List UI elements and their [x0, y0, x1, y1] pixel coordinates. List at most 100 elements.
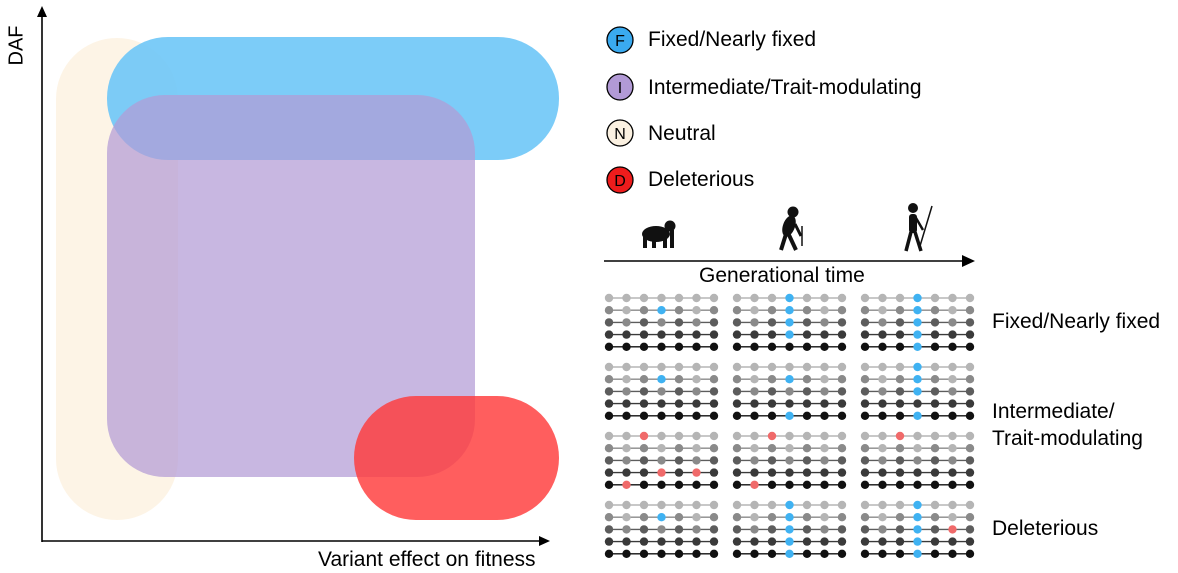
individual-dot: [604, 330, 614, 339]
individual-dot: [657, 342, 666, 351]
individual-dot: [674, 480, 684, 489]
individual-dot: [930, 318, 940, 327]
individual-dot: [785, 456, 794, 465]
individual-dot: [820, 387, 829, 396]
individual-dot: [860, 500, 870, 510]
individual-dot: [604, 468, 614, 477]
individual-dot: [837, 375, 847, 384]
individual-dot: [639, 513, 649, 522]
individual-dot: [837, 513, 847, 522]
individual-dot: [622, 293, 631, 303]
individual-dot: [837, 342, 847, 351]
individual-dot: [948, 318, 957, 327]
variant-dot-blue: [913, 342, 922, 351]
individual-dot: [895, 537, 905, 546]
individual-dot: [837, 330, 847, 339]
individual-dot: [948, 513, 957, 522]
individual-dot: [709, 456, 719, 465]
individual-dot: [948, 411, 957, 420]
individual-dot: [750, 456, 759, 465]
individual-dot: [837, 468, 847, 477]
dot-grid-0-1: [732, 293, 847, 351]
variant-dot-blue: [913, 330, 922, 339]
individual-dot: [604, 293, 614, 303]
individual-dot: [639, 362, 649, 372]
individual-dot: [767, 318, 777, 327]
individual-dot: [767, 500, 777, 510]
individual-dot: [930, 411, 940, 420]
individual-dot: [802, 513, 812, 522]
individual-dot: [657, 500, 666, 510]
individual-dot: [820, 525, 829, 534]
individual-dot: [860, 362, 870, 372]
individual-dot: [895, 293, 905, 303]
individual-dot: [930, 525, 940, 534]
individual-dot: [732, 468, 742, 477]
individual-dot: [732, 525, 742, 534]
individual-dot: [965, 387, 975, 396]
individual-dot: [965, 549, 975, 558]
individual-dot: [732, 293, 742, 303]
individual-dot: [750, 468, 759, 477]
variant-dot-red: [750, 480, 759, 489]
individual-dot: [878, 330, 887, 339]
individual-dot: [639, 330, 649, 339]
individual-dot: [709, 318, 719, 327]
individual-dot: [913, 431, 922, 441]
variant-dot-blue: [913, 411, 922, 420]
individual-dot: [709, 342, 719, 351]
individual-dot: [895, 318, 905, 327]
individual-dot: [750, 431, 759, 441]
individual-dot: [622, 537, 631, 546]
individual-dot: [767, 306, 777, 315]
variant-dot-blue: [913, 362, 922, 372]
individual-dot: [639, 293, 649, 303]
individual-dot: [657, 456, 666, 465]
individual-dot: [657, 330, 666, 339]
individual-dot: [657, 480, 666, 489]
individual-dot: [604, 362, 614, 372]
legend-marker-letter: D: [614, 173, 626, 190]
individual-dot: [639, 537, 649, 546]
individual-dot: [837, 306, 847, 315]
individual-dot: [860, 411, 870, 420]
individual-dot: [692, 411, 701, 420]
individual-dot: [948, 549, 957, 558]
individual-dot: [674, 318, 684, 327]
row-label-deleterious: Deleterious: [992, 517, 1099, 540]
individual-dot: [820, 480, 829, 489]
individual-dot: [930, 444, 940, 453]
dot-grid-3-2: [860, 500, 975, 558]
individual-dot: [767, 537, 777, 546]
individual-dot: [895, 456, 905, 465]
individual-dot: [750, 318, 759, 327]
individual-dot: [732, 444, 742, 453]
individual-dot: [657, 431, 666, 441]
individual-dot: [785, 444, 794, 453]
individual-dot: [820, 456, 829, 465]
individual-dot: [878, 411, 887, 420]
dot-grid-3-1: [732, 500, 847, 558]
individual-dot: [732, 318, 742, 327]
legend-marker-fixed: [606, 26, 634, 54]
individual-dot: [732, 330, 742, 339]
individual-dot: [674, 513, 684, 522]
individual-dot: [732, 362, 742, 372]
individual-dot: [860, 525, 870, 534]
individual-dot: [802, 293, 812, 303]
individual-dot: [820, 293, 829, 303]
individual-dot: [878, 444, 887, 453]
individual-dot: [674, 411, 684, 420]
individual-dot: [692, 306, 701, 315]
individual-dot: [709, 444, 719, 453]
individual-dot: [622, 525, 631, 534]
individual-dot: [785, 342, 794, 351]
individual-dot: [657, 399, 666, 408]
individual-dot: [622, 431, 631, 441]
individual-dot: [767, 456, 777, 465]
individual-dot: [820, 399, 829, 408]
individual-dot: [913, 468, 922, 477]
individual-dot: [732, 342, 742, 351]
individual-dot: [820, 318, 829, 327]
